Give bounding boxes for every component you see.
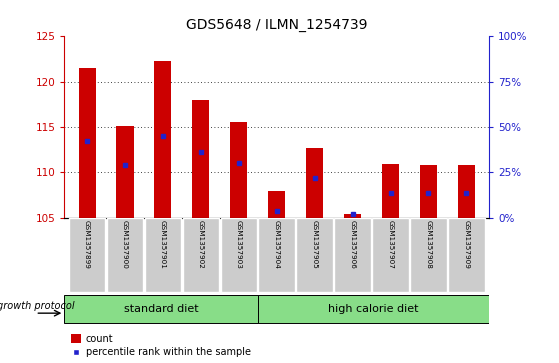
Bar [334, 218, 371, 292]
Bar [192, 100, 210, 218]
Bar [116, 126, 134, 218]
Text: GSM1357902: GSM1357902 [198, 220, 204, 269]
Bar [154, 61, 172, 218]
Text: GSM1357900: GSM1357900 [122, 220, 128, 269]
Text: GSM1357909: GSM1357909 [463, 220, 470, 269]
Bar [306, 148, 323, 218]
Bar [258, 218, 295, 292]
Bar [268, 191, 285, 218]
Text: high calorie diet: high calorie diet [328, 304, 419, 314]
Text: growth protocol: growth protocol [0, 301, 74, 311]
Text: GSM1357905: GSM1357905 [311, 220, 318, 269]
Title: GDS5648 / ILMN_1254739: GDS5648 / ILMN_1254739 [186, 19, 367, 33]
Bar [78, 68, 96, 218]
Bar [183, 218, 219, 292]
Bar [296, 218, 333, 292]
Text: GSM1357899: GSM1357899 [84, 220, 90, 269]
Bar [448, 218, 485, 292]
Bar [258, 295, 489, 323]
Text: GSM1357901: GSM1357901 [160, 220, 166, 269]
Bar [372, 218, 409, 292]
Bar [107, 218, 143, 292]
Text: GSM1357908: GSM1357908 [425, 220, 432, 269]
Text: standard diet: standard diet [124, 304, 198, 314]
Text: GSM1357906: GSM1357906 [349, 220, 356, 269]
Bar [420, 165, 437, 218]
Bar [410, 218, 447, 292]
Text: GSM1357903: GSM1357903 [236, 220, 242, 269]
Bar [230, 122, 247, 218]
Legend: count, percentile rank within the sample: count, percentile rank within the sample [69, 331, 253, 359]
Bar [64, 295, 258, 323]
Bar [382, 164, 399, 218]
Bar [458, 165, 475, 218]
Text: GSM1357904: GSM1357904 [274, 220, 280, 269]
Bar [145, 218, 181, 292]
Text: GSM1357907: GSM1357907 [387, 220, 394, 269]
Bar [344, 214, 361, 218]
Bar [69, 218, 105, 292]
Bar [221, 218, 257, 292]
